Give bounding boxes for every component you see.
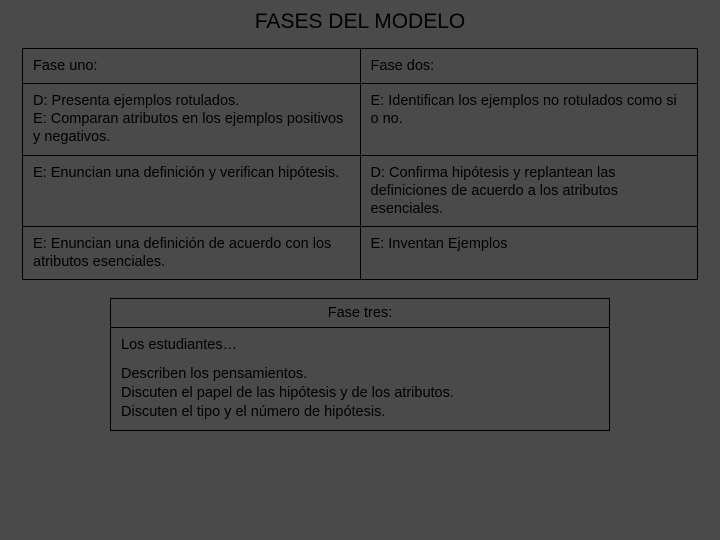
cell-r3c1: E: Enuncian una definición y verifican h… [23,155,361,226]
phase3-lead: Los estudiantes… [121,336,599,355]
phase3-line: Discuten el tipo y el número de hipótesi… [121,403,599,422]
page-title: FASES DEL MODELO [0,0,720,48]
table-row: Fase uno: Fase dos: [23,49,698,84]
cell-r2c1: D: Presenta ejemplos rotulados. E: Compa… [23,84,361,155]
phase3-body: Los estudiantes… Describen los pensamien… [111,328,609,429]
table-row: D: Presenta ejemplos rotulados. E: Compa… [23,84,698,155]
table-row: E: Enuncian una definición y verifican h… [23,155,698,226]
phases-table: Fase uno: Fase dos: D: Presenta ejemplos… [22,48,698,280]
cell-r4c1: E: Enuncian una definición de acuerdo co… [23,226,361,279]
cell-r4c2: E: Inventan Ejemplos [360,226,698,279]
cell-r2c2: E: Identifican los ejemplos no rotulados… [360,84,698,155]
cell-r3c2: D: Confirma hipótesis y replantean las d… [360,155,698,226]
phase3-header: Fase tres: [111,299,609,328]
phase3-line: Discuten el papel de las hipótesis y de … [121,384,599,403]
phase3-box: Fase tres: Los estudiantes… Describen lo… [110,298,610,430]
phase3-line: Describen los pensamientos. [121,365,599,384]
cell-phase1-header: Fase uno: [23,49,361,84]
cell-phase2-header: Fase dos: [360,49,698,84]
table-row: E: Enuncian una definición de acuerdo co… [23,226,698,279]
